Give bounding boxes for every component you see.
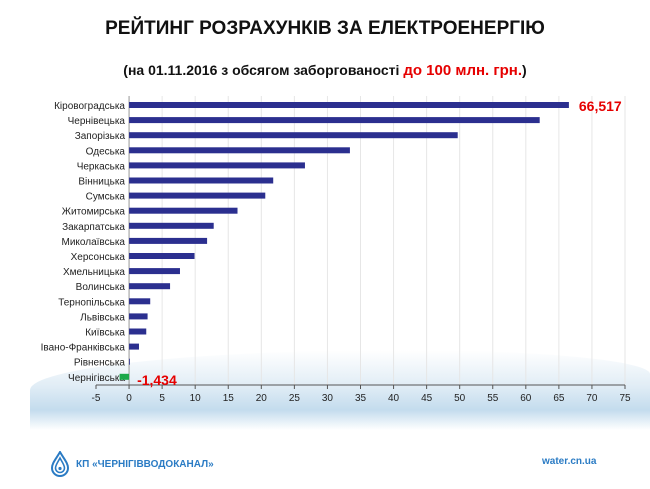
category-label: Волинська [76,282,126,293]
water-drop-logo-icon [50,451,70,477]
x-tick-label: 0 [126,393,132,404]
bar [129,253,195,259]
bar [129,268,180,275]
category-label: Житомирська [62,207,126,218]
footer-org-name: КП «ЧЕРНІГІВВОДОКАНАЛ» [76,458,214,470]
x-tick-label: 45 [421,393,433,404]
bar [129,222,214,229]
x-tick-label: 10 [190,393,202,404]
x-tick-label: -5 [92,393,101,404]
x-tick-label: 5 [159,393,165,404]
category-label: Київська [85,328,125,339]
footer-url[interactable]: water.cn.ua [542,456,597,467]
subtitle-suffix: ) [522,62,527,78]
subtitle-prefix: (на 01.11.2016 з обсягом заборгованості [123,62,404,78]
water-splash-background [30,350,650,430]
category-label: Сумська [86,192,126,203]
footer-logo: КП «ЧЕРНІГІВВОДОКАНАЛ» [50,451,214,477]
x-tick-label: 20 [256,393,268,404]
category-label: Миколаївська [62,237,126,248]
subtitle-highlight: до 100 млн. грн. [403,62,523,79]
category-label: Чернівецька [68,116,126,127]
bar-chart: -5 0 5 10 15 20 25 30 35 40 45 50 55 60 65 70 75 Кіровогр… [41,96,631,404]
x-tick-label: 35 [355,393,367,404]
chart-subtitle: (на 01.11.2016 з обсягом заборгованості … [0,62,650,79]
bar [129,207,238,214]
bar [129,192,266,199]
category-label: Чернігівська [68,373,125,384]
category-label: Кіровоградська [54,101,125,112]
x-tick-label: 65 [553,393,565,404]
bar [129,162,305,169]
bar [129,313,148,320]
x-tick-label: 30 [322,393,334,404]
bar [129,328,147,335]
bar [129,117,540,124]
category-label: Вінницька [78,177,125,188]
category-label: Одеська [86,146,126,157]
bar [129,298,151,305]
category-label: Львівська [80,312,125,323]
bar [129,283,171,290]
data-label: -1,434 [137,372,177,388]
bar [129,102,569,108]
chart-title: РЕЙТИНГ РОЗРАХУНКІВ ЗА ЕЛЕКТРОЕНЕРГІЮ [105,18,545,39]
category-label: Івано-Франківська [41,343,126,354]
x-tick-label: 50 [454,393,466,404]
category-label: Закарпатська [62,222,125,233]
category-label: Тернопільська [58,297,125,308]
category-label: Рівненська [74,358,126,369]
x-tick-label: 55 [487,393,499,404]
x-tick-label: 40 [388,393,400,404]
x-tick-label: 15 [223,393,235,404]
bar [129,343,139,350]
bar [129,147,350,154]
category-label: Запорізька [75,131,126,142]
x-tick-label: 75 [619,393,631,404]
category-label: Херсонська [71,252,126,263]
bar [129,132,458,139]
category-label: Хмельницька [63,267,125,278]
x-tick-label: 60 [520,393,532,404]
bar [119,373,130,380]
data-label: 66,517 [579,98,622,114]
x-tick-label: 70 [586,393,598,404]
bar [129,177,274,184]
category-label: Черкаська [77,161,126,172]
x-tick-label: 25 [289,393,301,404]
bar [129,237,208,244]
bar [129,358,130,365]
